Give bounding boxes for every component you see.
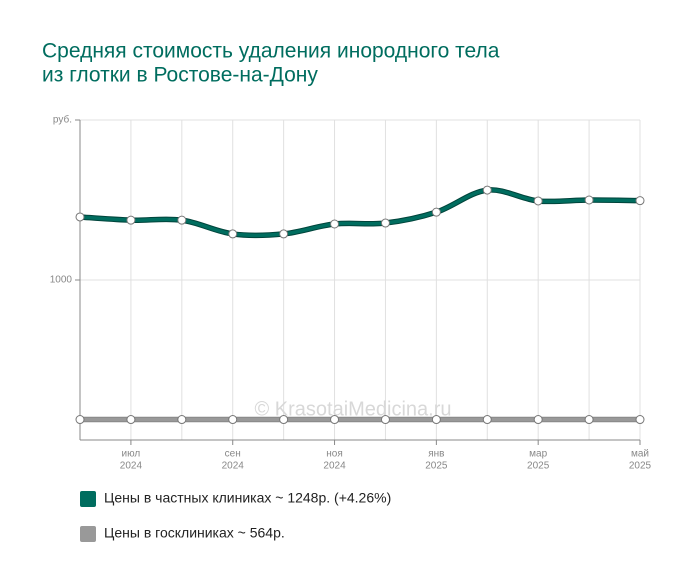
legend-label: Цены в госклиниках ~ 564р.: [104, 525, 285, 541]
data-point: [279, 229, 289, 239]
watermark: © KrasotaiMedicina.ru: [254, 398, 451, 420]
chart-title: из глотки в Ростове-на-Дону: [42, 64, 318, 87]
x-tick-label: мар: [529, 449, 547, 460]
series-line-outline: [79, 187, 641, 239]
series-line: [79, 188, 641, 238]
data-point: [126, 415, 136, 425]
data-point: [75, 212, 85, 222]
x-tick-year: 2024: [120, 461, 143, 472]
x-tick-label: сен: [225, 449, 241, 460]
y-tick-label: 1000: [50, 275, 73, 286]
data-point: [380, 218, 390, 228]
data-point: [635, 415, 645, 425]
data-point: [228, 229, 238, 239]
data-point: [584, 195, 594, 205]
data-point: [177, 415, 187, 425]
data-point: [431, 207, 441, 217]
data-point: [177, 215, 187, 225]
x-tick-label: янв: [428, 449, 444, 460]
chart-title: Средняя стоимость удаления инородного те…: [42, 40, 500, 63]
data-point: [126, 215, 136, 225]
x-tick-year: 2025: [527, 461, 550, 472]
x-tick-label: ноя: [326, 449, 343, 460]
data-point: [431, 415, 441, 425]
data-point: [279, 415, 289, 425]
data-point: [482, 185, 492, 195]
data-point: [533, 196, 543, 206]
data-point: [330, 219, 340, 229]
data-point: [584, 415, 594, 425]
x-tick-label: май: [631, 449, 649, 460]
legend-swatch: [80, 526, 96, 542]
data-point: [635, 196, 645, 206]
y-tick-label: руб.: [53, 114, 72, 126]
data-point: [380, 415, 390, 425]
legend-swatch: [80, 491, 96, 507]
data-point: [228, 415, 238, 425]
legend-label: Цены в частных клиниках ~ 1248р. (+4.26%…: [104, 490, 391, 506]
data-point: [533, 415, 543, 425]
x-tick-year: 2024: [222, 461, 245, 472]
data-point: [330, 415, 340, 425]
x-tick-year: 2025: [629, 461, 652, 472]
x-tick-year: 2025: [425, 461, 448, 472]
data-point: [482, 415, 492, 425]
x-tick-year: 2024: [323, 461, 346, 472]
x-tick-label: июл: [122, 449, 141, 460]
data-point: [75, 415, 85, 425]
